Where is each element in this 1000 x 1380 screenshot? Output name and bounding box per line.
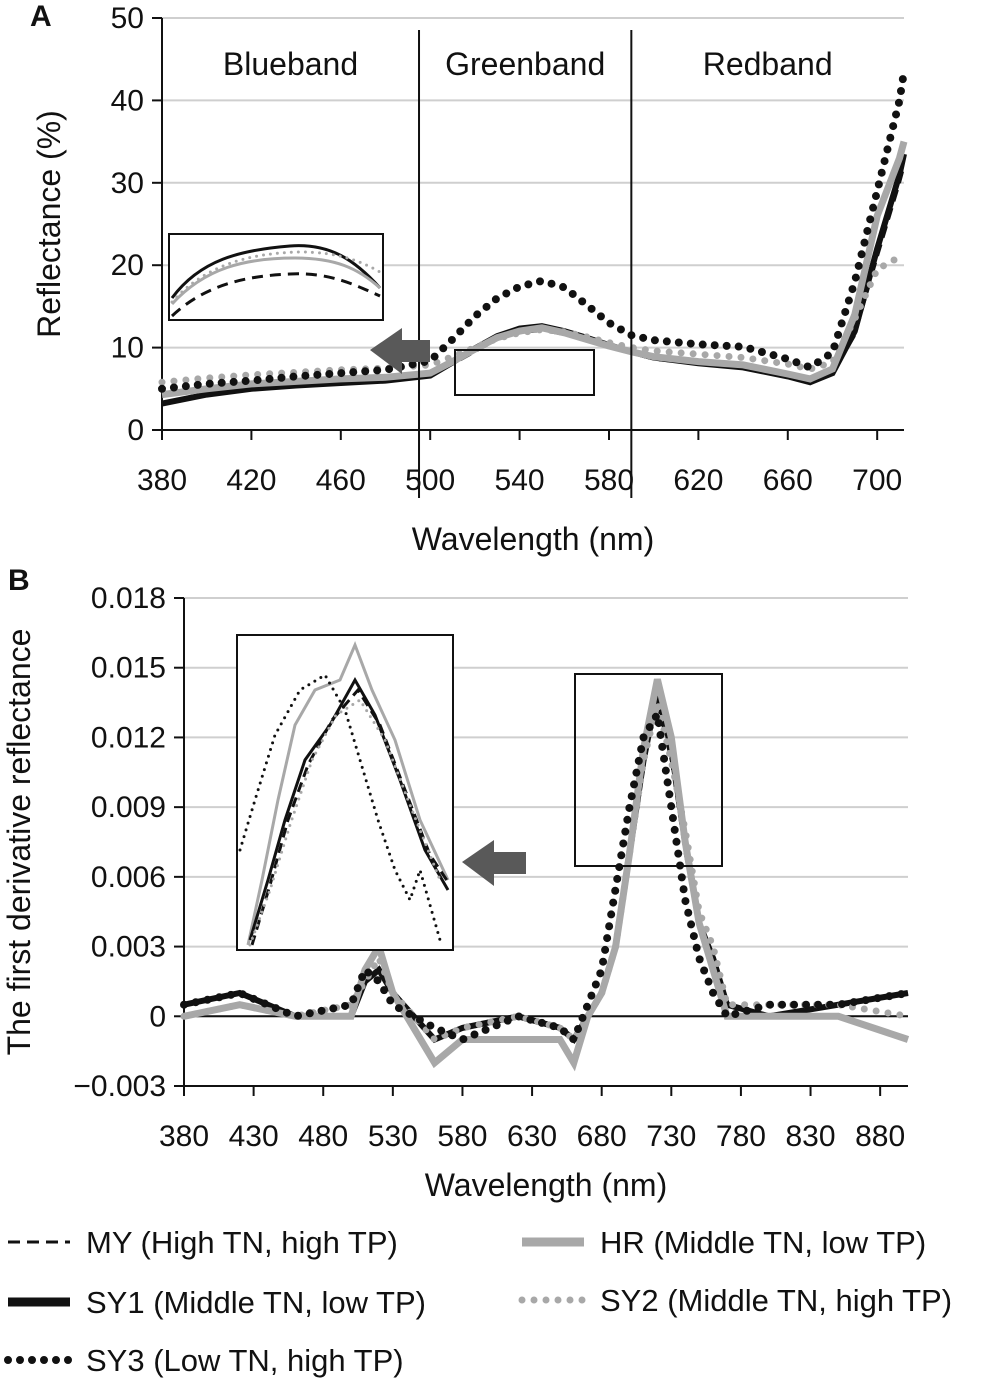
x-tick-label: 580 — [437, 1120, 487, 1153]
y-tick-label: 0 — [127, 414, 144, 447]
legend-label-sy3: SY3 (Low TN, high TP) — [86, 1343, 404, 1378]
inset-series-sy3 — [238, 672, 442, 942]
x-tick-label: 830 — [786, 1120, 836, 1153]
x-tick-label: 530 — [368, 1120, 418, 1153]
legend: MY (High TN, high TP) HR (Middle TN, low … — [4, 1225, 952, 1378]
x-tick-label: 540 — [495, 464, 545, 497]
x-tick-label: 880 — [855, 1120, 905, 1153]
y-tick-label: 0.018 — [91, 582, 166, 615]
y-tick-label: 0.009 — [91, 791, 166, 824]
x-tick-label: 780 — [716, 1120, 766, 1153]
x-tick-label: 630 — [507, 1120, 557, 1153]
inset-a — [168, 233, 384, 321]
band-label: Redband — [703, 46, 833, 82]
y-axis-label: The first derivative reflectance — [1, 629, 37, 1056]
inset-series-sy2 — [248, 697, 442, 947]
panel-a-chart: 0 10 20 30 40 50 380 420 460 500 540 580 620 660 700 Wa… — [30, 0, 908, 557]
y-tick-label: 0.003 — [91, 931, 166, 964]
inset-series-sy2 — [170, 250, 382, 304]
panel-b-chart: −0.003 0 0.003 0.006 0.009 0.012 0.015 0.018 380… — [1, 564, 912, 1203]
x-tick-label: 480 — [298, 1120, 348, 1153]
inset-series-hr — [246, 640, 450, 946]
x-tick-label: 380 — [159, 1120, 209, 1153]
x-tick-label: 700 — [852, 464, 902, 497]
x-tick-label: 620 — [673, 464, 723, 497]
x-axis-label: Wavelength (nm) — [425, 1167, 667, 1203]
y-tick-label: 20 — [111, 249, 144, 282]
inset-series-hr — [170, 256, 382, 306]
legend-label-hr: HR (Middle TN, low TP) — [600, 1225, 926, 1260]
y-tick-label: 0.006 — [91, 861, 166, 894]
panel-label: A — [30, 0, 52, 33]
x-tick-label: 660 — [763, 464, 813, 497]
panel-label: B — [8, 564, 30, 597]
legend-label-sy2: SY2 (Middle TN, high TP) — [600, 1283, 952, 1318]
x-tick-label: 580 — [584, 464, 634, 497]
arrow-icon — [370, 328, 430, 374]
x-tick-label: 430 — [229, 1120, 279, 1153]
inset-b — [236, 634, 454, 951]
inset-series-my — [250, 687, 452, 946]
x-tick-label: 680 — [577, 1120, 627, 1153]
y-tick-label: 0.015 — [91, 652, 166, 685]
y-tick-label: 10 — [111, 332, 144, 365]
series-line-sy3 — [180, 702, 912, 1047]
y-axis-label: Reflectance (%) — [31, 110, 67, 338]
legend-label-sy1: SY1 (Middle TN, low TP) — [86, 1285, 426, 1320]
series-line-sy3 — [158, 67, 908, 393]
y-tick-label: 0.012 — [91, 721, 166, 754]
legend-label-my: MY (High TN, high TP) — [86, 1225, 398, 1260]
series-line-sy2 — [158, 253, 908, 386]
x-tick-label: 730 — [646, 1120, 696, 1153]
inset-frame — [236, 634, 454, 951]
series-line-sy2 — [180, 701, 912, 1045]
highlight-box — [574, 673, 723, 867]
y-tick-label: 40 — [111, 84, 144, 117]
y-tick-label: 50 — [111, 2, 144, 35]
y-tick-label: −0.003 — [73, 1070, 166, 1103]
y-tick-label: 30 — [111, 167, 144, 200]
x-tick-label: 380 — [137, 464, 187, 497]
x-tick-label: 500 — [405, 464, 455, 497]
band-label: Greenband — [445, 46, 605, 82]
x-axis-label: Wavelength (nm) — [412, 521, 654, 557]
inset-series-sy1 — [170, 244, 382, 299]
inset-series-my — [170, 272, 381, 318]
x-tick-label: 420 — [226, 464, 276, 497]
arrow-icon — [462, 840, 526, 886]
y-tick-label: 0 — [149, 1000, 166, 1033]
inset-series-sy1 — [248, 676, 450, 941]
highlight-box — [454, 349, 595, 396]
band-label: Blueband — [223, 46, 358, 82]
x-tick-label: 460 — [316, 464, 366, 497]
